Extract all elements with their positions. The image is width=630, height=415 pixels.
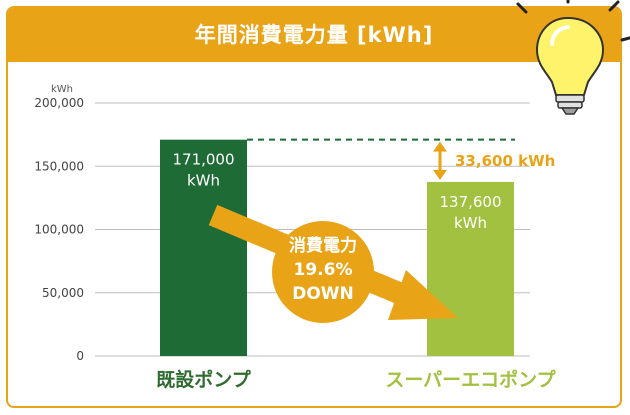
difference-label: 33,600 kWh	[455, 152, 555, 170]
y-tick-label: 150,000	[34, 159, 84, 173]
bulb-highlight	[550, 25, 570, 46]
x-category-label: スーパーエコポンプ	[385, 368, 556, 391]
y-tick-label: 100,000	[34, 223, 84, 237]
bulb-base-ring	[555, 94, 585, 103]
bar-value-label: 171,000	[172, 151, 234, 169]
light-ray	[516, 2, 528, 14]
reduction-text: DOWN	[292, 284, 354, 304]
y-tick-label: 0	[76, 349, 84, 363]
reduction-arrowhead	[388, 270, 458, 320]
y-unit-label: kWh	[51, 84, 73, 95]
y-tick-label: 50,000	[42, 286, 84, 300]
bulb-glass	[535, 16, 605, 96]
x-category-label: 既設ポンプ	[156, 368, 251, 391]
bar-value-label: 137,600	[439, 193, 501, 211]
bar-unit-label: kWh	[187, 172, 220, 190]
y-tick-label: 200,000	[34, 96, 84, 110]
difference-arrowhead-down	[433, 169, 447, 180]
reduction-text: 消費電力	[289, 235, 357, 256]
bar-existing-pump	[160, 139, 247, 356]
light-ray	[620, 36, 630, 42]
bar-unit-label: kWh	[454, 214, 487, 232]
bulb-base-ring	[557, 101, 583, 109]
header-bar	[8, 8, 620, 62]
light-ray	[608, 0, 620, 12]
difference-arrowhead-up	[433, 141, 447, 152]
reduction-circle	[272, 221, 374, 323]
bulb-tip	[560, 107, 580, 115]
reduction-text: 19.6%	[294, 260, 353, 280]
chart-frame: 年間消費電力量 [kWh]	[6, 6, 622, 408]
lightbulb-icon	[516, 0, 630, 115]
chart-title: 年間消費電力量 [kWh]	[194, 23, 434, 47]
bar-super-eco-pump	[427, 181, 514, 356]
